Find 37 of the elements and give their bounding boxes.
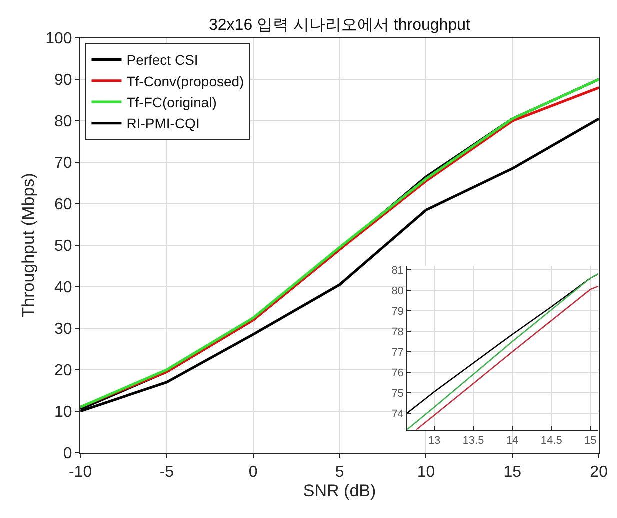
x-tick-label: 10 xyxy=(417,464,436,482)
y-tick-label: 74 xyxy=(392,408,404,420)
y-tick-label: 50 xyxy=(54,238,72,256)
y-tick-label: 60 xyxy=(54,196,72,214)
y-axis-title: Throughput (Mbps) xyxy=(19,173,38,318)
chart-title: 32x16 입력 시나리오에서 throughput xyxy=(209,17,471,34)
y-tick-label: 10 xyxy=(54,404,72,422)
y-tick-label: 100 xyxy=(46,30,72,48)
x-tick-label: 5 xyxy=(335,464,344,482)
y-tick-label: 20 xyxy=(54,362,72,380)
y-tick-label: 77 xyxy=(392,346,404,359)
x-tick-label: -10 xyxy=(68,464,92,482)
x-tick-label: 20 xyxy=(590,464,608,482)
legend-label: Tf-FC(original) xyxy=(126,94,217,111)
legend-label: Tf-Conv(proposed) xyxy=(126,73,244,90)
y-tick-label: 80 xyxy=(54,114,72,131)
x-tick-label: 14.5 xyxy=(540,435,562,448)
y-tick-label: 30 xyxy=(54,321,72,338)
x-tick-label: 15 xyxy=(584,435,597,448)
legend-label: RI-PMI-CQI xyxy=(126,116,200,132)
x-tick-label: 13.5 xyxy=(462,435,484,448)
y-tick-label: 70 xyxy=(54,155,72,172)
legend-label: Perfect CSI xyxy=(126,52,198,68)
x-tick-label: 15 xyxy=(504,464,522,482)
x-tick-label: -5 xyxy=(160,464,174,482)
x-tick-label: 0 xyxy=(248,464,258,482)
y-tick-label: 78 xyxy=(392,326,404,338)
y-tick-label: 40 xyxy=(54,280,72,297)
x-tick-label: 14 xyxy=(506,435,519,448)
y-tick-label: 75 xyxy=(392,388,404,400)
y-tick-label: 81 xyxy=(392,264,404,277)
x-tick-label: 13 xyxy=(428,435,441,448)
y-tick-label: 79 xyxy=(392,306,404,318)
y-tick-label: 80 xyxy=(392,285,404,298)
x-axis-title: SNR (dB) xyxy=(303,481,376,500)
y-tick-label: 76 xyxy=(392,367,404,380)
y-tick-label: 90 xyxy=(54,72,72,90)
